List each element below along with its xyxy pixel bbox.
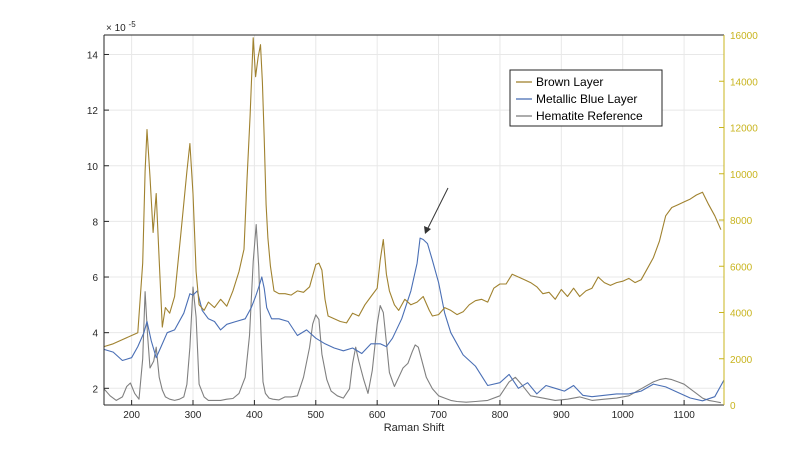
- x-tick-label: 600: [369, 410, 386, 421]
- x-tick-label: 800: [492, 410, 509, 421]
- y-right-tick-label: 4000: [730, 309, 753, 320]
- y-right-tick-label: 10000: [730, 170, 758, 181]
- series-line-brown-layer: [103, 37, 722, 348]
- y-right-tick-label: 2000: [730, 355, 753, 366]
- series-line-metallic-blue-layer: [103, 237, 725, 402]
- y-right-tick-label: 16000: [730, 31, 758, 42]
- y-axis-exponent-label: × 10 -5: [106, 20, 136, 34]
- y-right-tick-label: 14000: [730, 77, 758, 88]
- exponent-power: -5: [129, 20, 137, 29]
- annotation-arrowhead: [424, 226, 431, 234]
- legend-label-metallic-blue-layer: Metallic Blue Layer: [536, 92, 637, 106]
- annotation-arrow: [426, 187, 449, 231]
- x-tick-label: 200: [123, 410, 140, 421]
- tick-labels: 200 300 400 500 600 700 800 900 1000 1100 2 4 6 8 10 12…: [87, 31, 758, 421]
- legend-label-brown-layer: Brown Layer: [536, 75, 603, 89]
- y-right-tick-label: 6000: [730, 262, 753, 273]
- x-tick-label: 700: [430, 410, 447, 421]
- x-tick-label: 1100: [673, 410, 695, 421]
- y-left-tick-label: 4: [92, 329, 98, 340]
- y-left-tick-label: 2: [92, 384, 98, 395]
- y-right-tick-label: 0: [730, 401, 736, 412]
- series-line-hematite-reference: [103, 224, 722, 404]
- legend-label-hematite-reference: Hematite Reference: [536, 109, 643, 123]
- x-tick-label: 900: [553, 410, 570, 421]
- x-tick-label: 400: [246, 410, 263, 421]
- y-left-tick-label: 14: [87, 50, 99, 61]
- y-left-tick-label: 12: [87, 106, 99, 117]
- x-tick-label: 500: [307, 410, 324, 421]
- axes: [103, 34, 725, 406]
- legend-box: [509, 69, 663, 127]
- y-right-tick-label: 12000: [730, 124, 758, 135]
- y-left-tick-label: 10: [87, 162, 99, 173]
- x-axis-label: Raman Shift: [384, 422, 445, 434]
- x-tick-label: 300: [185, 410, 202, 421]
- y-left-tick-label: 6: [92, 273, 98, 284]
- exponent-base: × 10: [106, 23, 126, 34]
- annotations: [424, 187, 449, 234]
- y-left-tick-label: 8: [92, 217, 98, 228]
- series-lines: [103, 37, 725, 404]
- y-right-tick-label: 8000: [730, 216, 753, 227]
- legend: Brown Layer Metallic Blue Layer Hematite R…: [509, 69, 663, 127]
- x-tick-label: 1000: [612, 410, 635, 421]
